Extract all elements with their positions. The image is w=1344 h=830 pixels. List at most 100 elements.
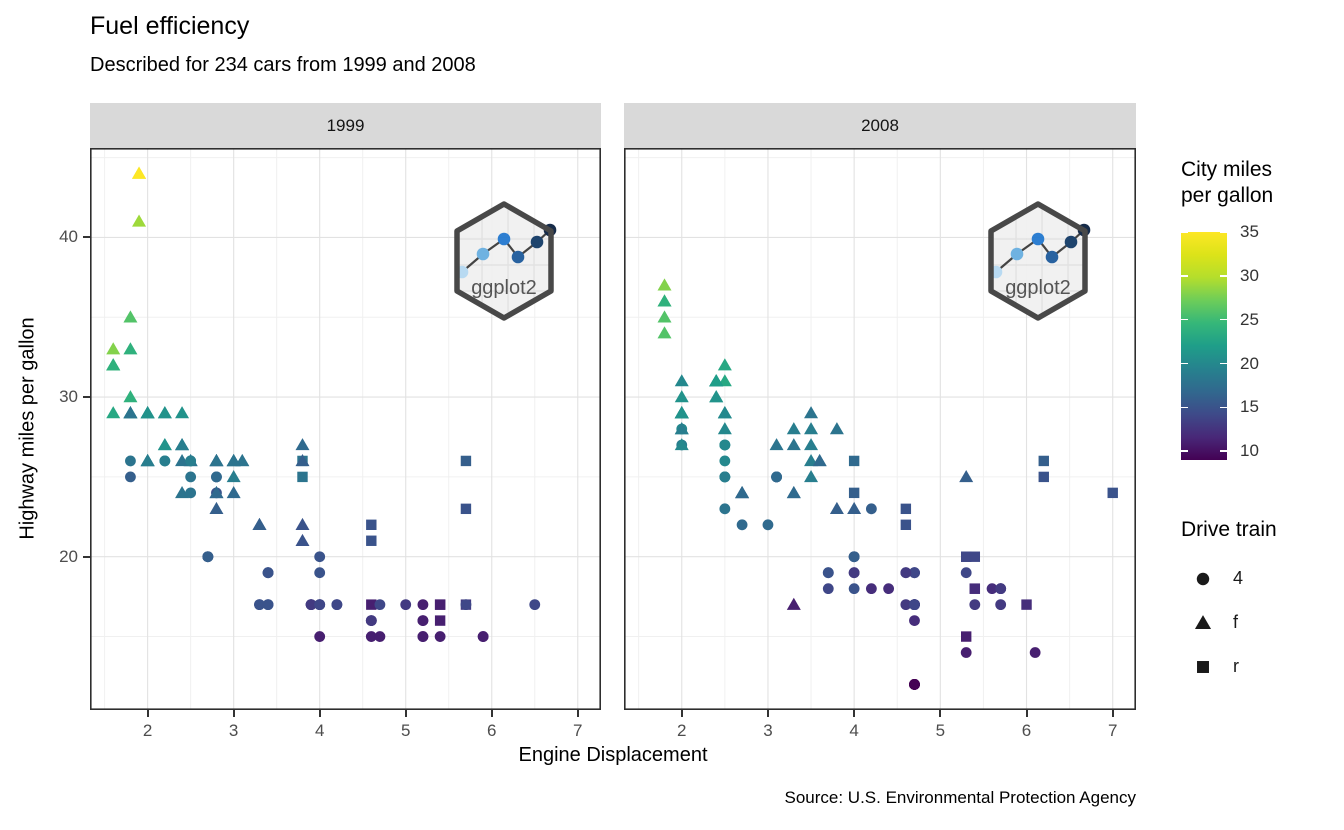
data-point [762, 519, 774, 531]
data-point [717, 422, 732, 435]
y-tick-label: 20 [59, 546, 78, 566]
panel-1999: ggplot2 [90, 148, 601, 711]
colorbar-tick-mark [1181, 231, 1188, 233]
data-point [822, 567, 834, 579]
colorbar-tick-mark [1220, 231, 1227, 233]
data-point [140, 454, 155, 467]
data-point [674, 438, 689, 451]
x-tick-label: 3 [763, 721, 773, 740]
data-point [226, 485, 241, 499]
x-tick-mark [1111, 710, 1114, 717]
triangle-key-icon [1190, 610, 1216, 636]
data-point [909, 599, 920, 611]
data-point [374, 631, 386, 642]
x-tick-mark [766, 710, 769, 717]
colorbar-tick-mark [1181, 318, 1188, 321]
data-point [786, 438, 801, 451]
data-point [865, 503, 877, 515]
x-tick-mark [853, 710, 856, 717]
data-point [969, 551, 981, 562]
data-point [434, 631, 446, 642]
x-tick-label: 2 [677, 721, 687, 740]
facet-strip-label: 1999 [326, 115, 365, 135]
data-point [719, 439, 731, 451]
x-tick-label: 6 [487, 721, 497, 740]
data-point [969, 599, 981, 611]
data-point [1038, 471, 1049, 483]
colorbar-tick-mark [1181, 362, 1188, 365]
data-point [900, 503, 912, 515]
data-point [209, 501, 224, 515]
data-point [209, 454, 224, 467]
data-point [529, 599, 541, 611]
data-point [900, 567, 912, 579]
x-tick-mark [680, 710, 683, 717]
data-point [106, 342, 121, 355]
chart-subtitle: Described for 234 cars from 1999 and 200… [90, 54, 476, 76]
data-point [1029, 647, 1041, 658]
data-point [674, 374, 689, 387]
data-point [829, 422, 844, 435]
colorbar-tick-mark [1220, 275, 1227, 277]
ggplot2-logo: ggplot2 [454, 201, 557, 321]
data-point [995, 599, 1007, 611]
data-point [812, 454, 827, 467]
data-point [185, 455, 197, 467]
data-point [374, 599, 386, 611]
page-title: Fuel efficiency [90, 12, 250, 40]
data-point [786, 597, 801, 610]
x-tick-mark [1025, 710, 1028, 717]
data-point [123, 390, 138, 403]
panel-plot-area: ggplot2 [90, 148, 601, 711]
data-point [297, 471, 308, 483]
data-point [202, 551, 214, 563]
data-point [262, 567, 274, 579]
facet-strip-1999: 1999 [90, 103, 601, 148]
data-point [960, 647, 972, 658]
data-point [848, 455, 860, 467]
y-tick-mark [83, 396, 90, 399]
facet-strip-2008: 2008 [624, 103, 1136, 148]
data-point [460, 503, 472, 515]
ggplot2-logo-text: ggplot2 [1005, 277, 1071, 299]
x-tick-label: 5 [935, 721, 946, 740]
x-tick-label: 4 [314, 721, 325, 740]
data-point [709, 390, 724, 403]
data-point [804, 422, 819, 435]
data-point [719, 455, 731, 467]
color-legend-title: City miles per gallon [1181, 158, 1274, 208]
data-point [719, 471, 731, 483]
data-point [460, 455, 472, 467]
data-point [786, 422, 801, 435]
colorbar-tick-mark [1220, 450, 1227, 453]
data-point [717, 406, 732, 419]
colorbar-tick-label: 15 [1240, 397, 1259, 417]
data-point [674, 390, 689, 403]
x-tick-mark [939, 710, 942, 717]
points-layer [106, 166, 541, 642]
data-point [829, 501, 844, 515]
shape-legend-label: 4 [1233, 568, 1244, 588]
source-caption: Source: U.S. Environmental Protection Ag… [784, 788, 1136, 807]
data-point [771, 471, 782, 483]
data-point [185, 487, 197, 499]
panel-plot-area: ggplot2 [624, 148, 1136, 711]
data-point [717, 358, 732, 371]
data-point [657, 310, 672, 323]
x-tick-mark [576, 710, 579, 717]
data-point [106, 406, 121, 419]
data-point [657, 326, 672, 339]
data-point [804, 469, 819, 483]
data-point [995, 583, 1007, 595]
data-point [674, 406, 689, 419]
x-tick-label: 4 [849, 721, 859, 740]
data-point [252, 517, 267, 530]
data-point [1107, 487, 1118, 499]
colorbar-tick-label: 10 [1240, 441, 1259, 461]
data-point [960, 551, 972, 562]
data-point [211, 471, 222, 483]
data-point [365, 631, 377, 642]
data-point [804, 406, 819, 419]
data-point [769, 438, 784, 451]
data-point [125, 455, 136, 467]
